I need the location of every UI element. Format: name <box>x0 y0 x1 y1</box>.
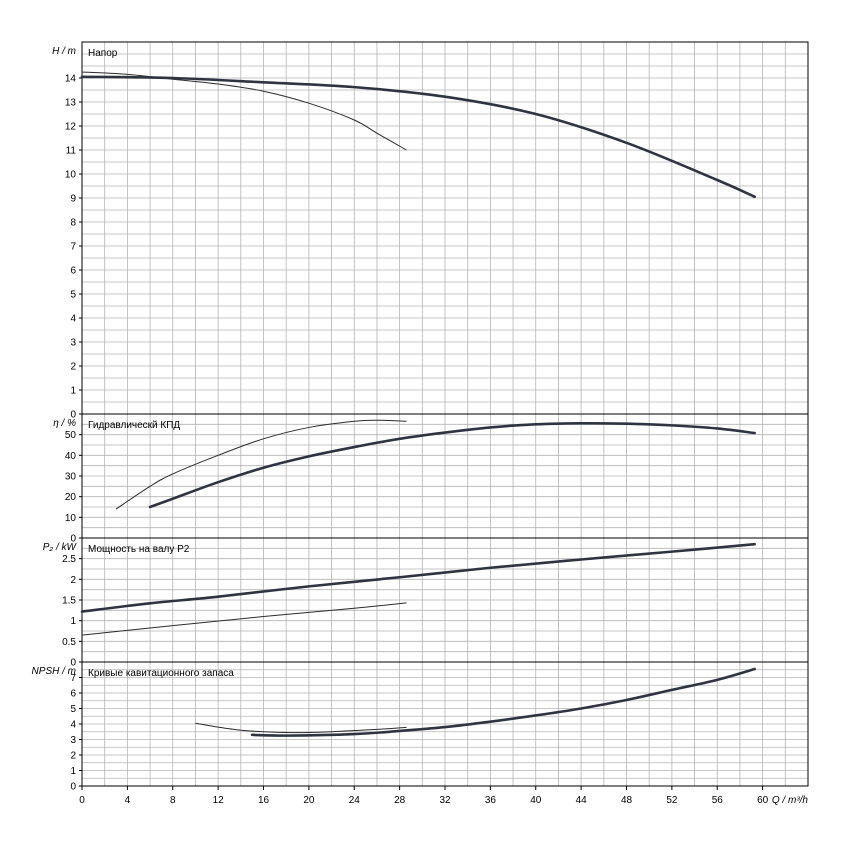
y-tick-label: 40 <box>65 451 77 462</box>
y-axis-title: H / m <box>52 46 76 57</box>
y-tick-label: 10 <box>65 513 77 524</box>
y-tick-label: 0.5 <box>62 637 76 648</box>
y-tick-label: 0 <box>70 782 76 793</box>
x-tick-label: 40 <box>530 795 542 806</box>
y-tick-label: 50 <box>65 430 77 441</box>
y-tick-label: 5 <box>70 290 76 301</box>
panel-title: Гидравлическй КПД <box>88 420 180 431</box>
panel-title: Кривые кавитационного запаса <box>88 668 234 679</box>
y-tick-label: 4 <box>70 314 76 325</box>
y-axis-title: η / % <box>53 418 76 429</box>
y-tick-label: 1 <box>70 766 76 777</box>
y-axis-title: P₂ / kW <box>43 542 78 553</box>
series-line-npsh-thick <box>250 667 756 737</box>
series-line-power-thick <box>80 542 756 613</box>
x-tick-label: 36 <box>485 795 497 806</box>
y-tick-label: 9 <box>70 194 76 205</box>
y-tick-label: 11 <box>66 146 77 157</box>
x-tick-label: 56 <box>712 795 724 806</box>
x-tick-label: 28 <box>394 795 406 806</box>
series-line-power-thin <box>81 602 407 636</box>
x-tick-label: 44 <box>576 795 588 806</box>
panel-power: 0 0.5 1 1.5 2 2.5P₂ / kW Мощность на валу P2 <box>43 537 809 669</box>
y-tick-label: 13 <box>65 98 77 109</box>
y-tick-label: 30 <box>65 472 77 483</box>
y-tick-label: 2 <box>70 575 76 586</box>
x-axis-title: Q / m³/h <box>772 795 809 806</box>
y-tick-label: 10 <box>65 170 77 181</box>
series-line-head-thick <box>80 75 756 199</box>
series-line-head-thin <box>81 71 407 151</box>
y-tick-label: 3 <box>70 735 76 746</box>
x-tick-label: 16 <box>258 795 270 806</box>
y-tick-label: 12 <box>65 122 77 133</box>
y-tick-label: 0 <box>70 410 76 421</box>
y-tick-label: 1 <box>70 616 76 627</box>
x-tick-label: 20 <box>303 795 315 806</box>
series-line-efficiency-thin <box>115 419 407 510</box>
x-tick-label: 24 <box>349 795 361 806</box>
y-tick-label: 3 <box>70 338 76 349</box>
y-tick-label: 5 <box>70 704 76 715</box>
y-tick-label: 0 <box>70 534 76 545</box>
x-tick-label: 60 <box>757 795 769 806</box>
y-tick-label: 1.5 <box>62 596 76 607</box>
x-tick-label: 48 <box>621 795 633 806</box>
y-tick-label: 7 <box>70 242 76 253</box>
y-axis-title: NPSH / m <box>32 666 76 677</box>
y-tick-label: 4 <box>70 720 76 731</box>
panel-efficiency: 0 10 20 30 40 50η / % Гидравлическй КПД <box>53 413 809 545</box>
x-tick-label: 52 <box>666 795 678 806</box>
y-tick-label: 8 <box>70 218 76 229</box>
y-tick-label: 2 <box>70 751 76 762</box>
y-tick-label: 7 <box>70 673 76 684</box>
panel-title: Мощность на валу P2 <box>88 544 190 555</box>
y-tick-label: 0 <box>70 658 76 669</box>
y-tick-label: 14 <box>65 74 77 85</box>
x-tick-label: 12 <box>213 795 225 806</box>
panel-title: Напор <box>88 48 118 59</box>
y-tick-label: 20 <box>65 492 77 503</box>
y-tick-label: 2.5 <box>62 554 76 565</box>
x-tick-label: 32 <box>439 795 451 806</box>
x-tick-label: 8 <box>170 795 176 806</box>
x-tick-label: 4 <box>125 795 131 806</box>
y-tick-label: 6 <box>70 689 76 700</box>
x-axis: 0 4 8 12 16 20 24 28 32 36 40 44 48 52 56 60 Q / m³/h <box>79 786 808 806</box>
x-tick-label: 0 <box>79 795 85 806</box>
y-tick-label: 1 <box>70 386 76 397</box>
series-line-npsh-thin <box>195 722 407 734</box>
series-line-efficiency-thick <box>148 421 756 509</box>
y-tick-label: 2 <box>70 362 76 373</box>
y-tick-label: 6 <box>70 266 76 277</box>
